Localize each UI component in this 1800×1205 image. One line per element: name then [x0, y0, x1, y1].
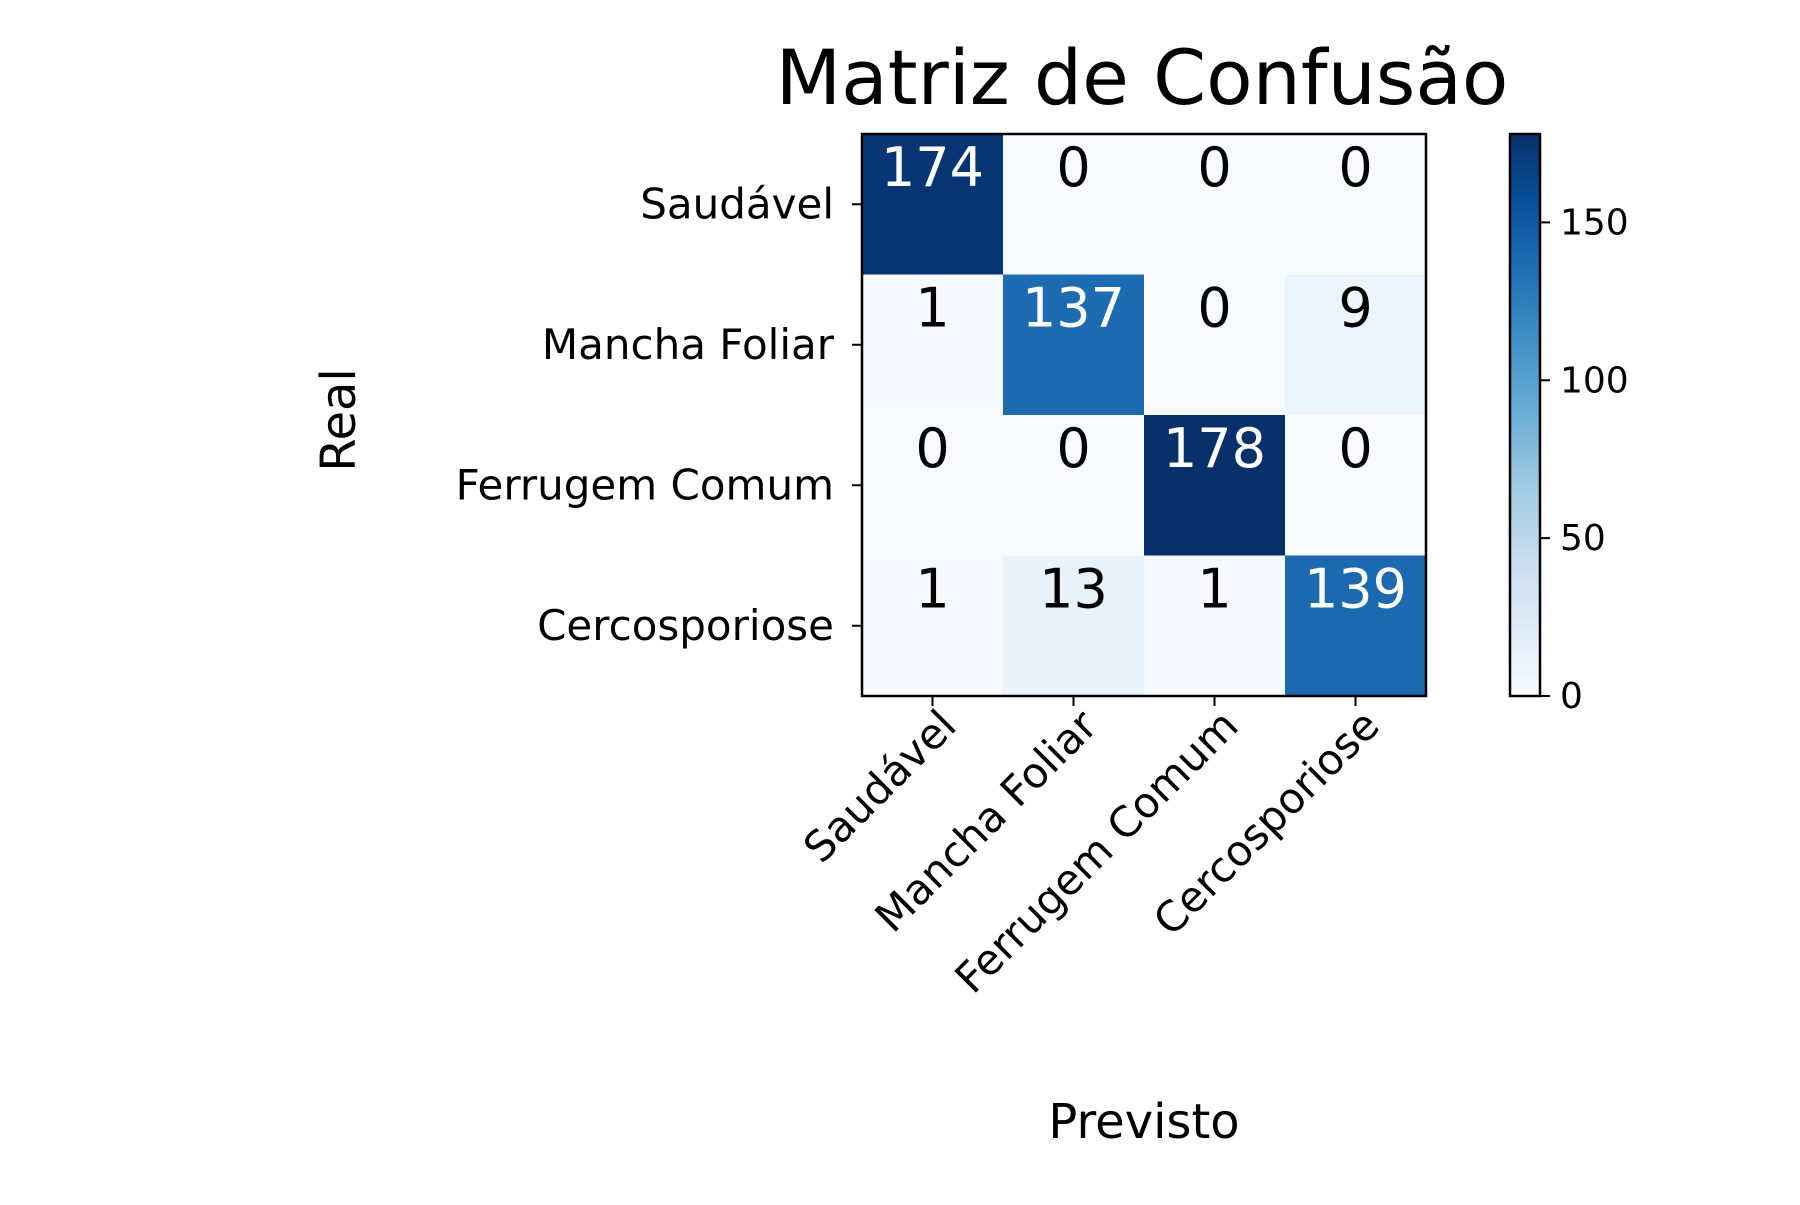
- heatmap-cell: [862, 274, 1004, 416]
- plot-frame: [860, 132, 1428, 698]
- heatmap-cell: [1003, 134, 1145, 275]
- cell-value-label: 0: [1056, 417, 1090, 480]
- cell-value-label: 178: [1163, 417, 1266, 480]
- y-tick-label: Saudável: [640, 179, 834, 228]
- cell-value-label: 1: [915, 277, 949, 340]
- cell-value-label: 0: [1056, 136, 1090, 199]
- heatmap-cell: [862, 415, 1004, 556]
- heatmap-cell: [1285, 134, 1427, 275]
- cell-value-label: 0: [1338, 136, 1372, 199]
- cell-value-label: 0: [915, 417, 949, 480]
- colorbar-tick-label: 50: [1560, 518, 1606, 559]
- y-tick-label: Cercosporiose: [537, 601, 834, 650]
- cell-value-label: 137: [1022, 277, 1125, 340]
- cell-value-label: 139: [1304, 558, 1407, 621]
- colorbar-tick-label: 100: [1560, 360, 1629, 401]
- y-axis-label: Real: [311, 368, 367, 471]
- cell-value-label: 1: [915, 558, 949, 621]
- y-tick-label: Ferrugem Comum: [456, 460, 834, 509]
- cell-value-label: 174: [881, 136, 984, 199]
- y-tick-label: Mancha Foliar: [542, 320, 835, 369]
- cell-value-label: 0: [1338, 417, 1372, 480]
- cell-value-label: 0: [1197, 136, 1231, 199]
- heatmap-cell: [1144, 274, 1286, 416]
- cell-value-label: 0: [1197, 277, 1231, 340]
- heatmap-cell: [1144, 555, 1286, 697]
- x-axis-label: Previsto: [1048, 1094, 1239, 1150]
- y-axis-ticks: Saudável Mancha Foliar Ferrugem Comum Cerco…: [456, 179, 862, 650]
- heatmap-values: 174 0 0 0 1 137 0 9 0 0 178 0 1 13 1 139: [881, 136, 1407, 621]
- heatmap-cells: [862, 134, 1427, 697]
- colorbar-tick-label: 150: [1560, 202, 1629, 243]
- chart-title: Matriz de Confusão: [776, 33, 1509, 122]
- colorbar-tick-label: 0: [1560, 676, 1583, 717]
- cell-value-label: 1: [1197, 558, 1231, 621]
- heatmap-cell: [1003, 555, 1145, 697]
- cell-value-label: 9: [1338, 277, 1372, 340]
- heatmap-cell: [1285, 274, 1427, 416]
- cell-value-label: 13: [1039, 558, 1108, 621]
- heatmap-cell: [1144, 415, 1286, 556]
- heatmap-cell: [1144, 134, 1286, 275]
- colorbar-ticks: 0 50 100 150: [1540, 202, 1629, 717]
- heatmap-cell: [1003, 274, 1145, 416]
- heatmap-cell: [1285, 415, 1427, 556]
- colorbar: [1508, 132, 1542, 698]
- heatmap-cell: [862, 134, 1004, 275]
- heatmap-cell: [1003, 415, 1145, 556]
- heatmap-cell: [862, 555, 1004, 697]
- heatmap-cell: [1285, 555, 1427, 697]
